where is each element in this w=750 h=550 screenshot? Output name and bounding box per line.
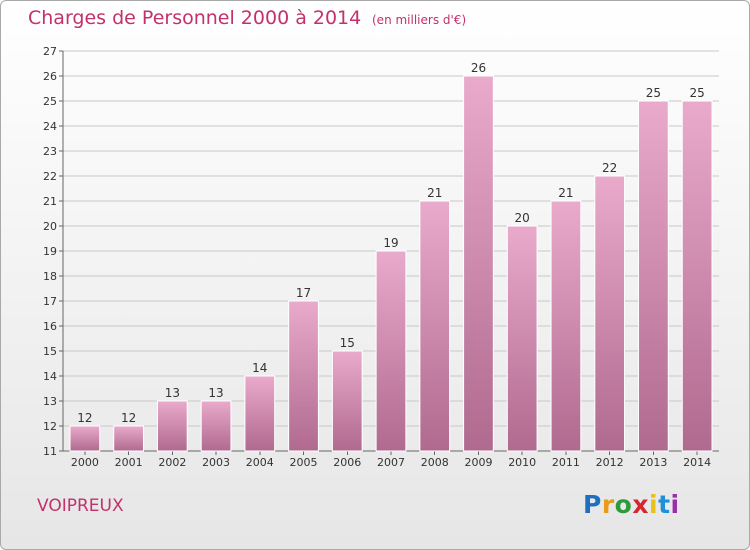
y-tick-label: 17 [43,295,57,308]
x-tick-label: 2013 [639,456,667,469]
logo-letter: P [583,490,602,519]
bar-2012 [594,175,626,452]
data-label-2004: 14 [252,361,267,375]
x-tick-label: 2014 [683,456,711,469]
y-tick-label: 23 [43,145,57,158]
bar-2007 [375,250,407,452]
data-label-2011: 21 [558,186,573,200]
bar-2011 [550,200,582,452]
y-tick-label: 12 [43,420,57,433]
logo-letter: i [649,490,659,519]
y-tick-label: 24 [43,120,57,133]
y-tick-label: 11 [43,445,57,458]
x-tick-label: 2004 [246,456,274,469]
x-tick-label: 2005 [290,456,318,469]
x-tick-label: 2000 [71,456,99,469]
y-tick-label: 16 [43,320,57,333]
chart-subtitle: (en milliers d'€) [372,13,467,27]
x-tick-label: 2003 [202,456,230,469]
bar-2009 [463,75,494,452]
chart-title: Charges de Personnel 2000 à 2014 [28,7,362,29]
logo-letter: t [658,490,671,519]
x-tick-label: 2007 [377,456,405,469]
y-tick-label: 19 [43,245,57,258]
data-label-2001: 12 [121,411,136,425]
x-tick-label: 2012 [596,456,624,469]
logo-letter: r [601,490,615,519]
bar-2000 [69,425,101,452]
data-label-2007: 19 [383,236,398,250]
y-tick-label: 14 [43,370,57,383]
x-tick-label: 2009 [464,456,492,469]
bar-2013 [638,100,669,452]
data-label-2013: 25 [646,86,661,100]
y-tick-label: 20 [43,220,57,233]
logo-letter: i [670,490,680,519]
bar-2004 [244,375,276,452]
y-tick-label: 18 [43,270,57,283]
data-label-2003: 13 [208,386,223,400]
logo-letter: x [632,490,649,519]
bar-2001 [113,425,144,452]
data-label-2005: 17 [296,286,311,300]
bar-2006 [331,350,363,452]
data-label-2014: 25 [689,86,704,100]
logo-letter: o [614,490,633,519]
commune-name: VOIPREUX [37,496,124,516]
y-tick-label: 27 [43,45,57,58]
y-tick-label: 15 [43,345,57,358]
data-label-2000: 12 [77,411,92,425]
bar-2002 [156,400,188,452]
y-tick-label: 25 [43,95,57,108]
x-tick-label: 2010 [508,456,536,469]
bar-2010 [506,225,538,452]
data-label-2009: 26 [471,61,486,75]
bar-2008 [419,200,451,452]
x-tick-label: 2011 [552,456,580,469]
x-tick-label: 2008 [421,456,449,469]
y-tick-label: 21 [43,195,57,208]
x-tick-label: 2006 [333,456,361,469]
x-tick-label: 2002 [158,456,186,469]
data-label-2002: 13 [165,386,180,400]
data-label-2010: 20 [515,211,530,225]
proxiti-logo: Proxiti [583,490,680,519]
x-tick-label: 2001 [115,456,143,469]
bar-2014 [681,100,713,452]
bar-2003 [200,400,232,452]
data-label-2012: 22 [602,161,617,175]
y-tick-label: 26 [43,70,57,83]
y-tick-label: 13 [43,395,57,408]
bar-2005 [288,300,319,452]
data-label-2008: 21 [427,186,442,200]
data-label-2006: 15 [340,336,355,350]
y-tick-label: 22 [43,170,57,183]
